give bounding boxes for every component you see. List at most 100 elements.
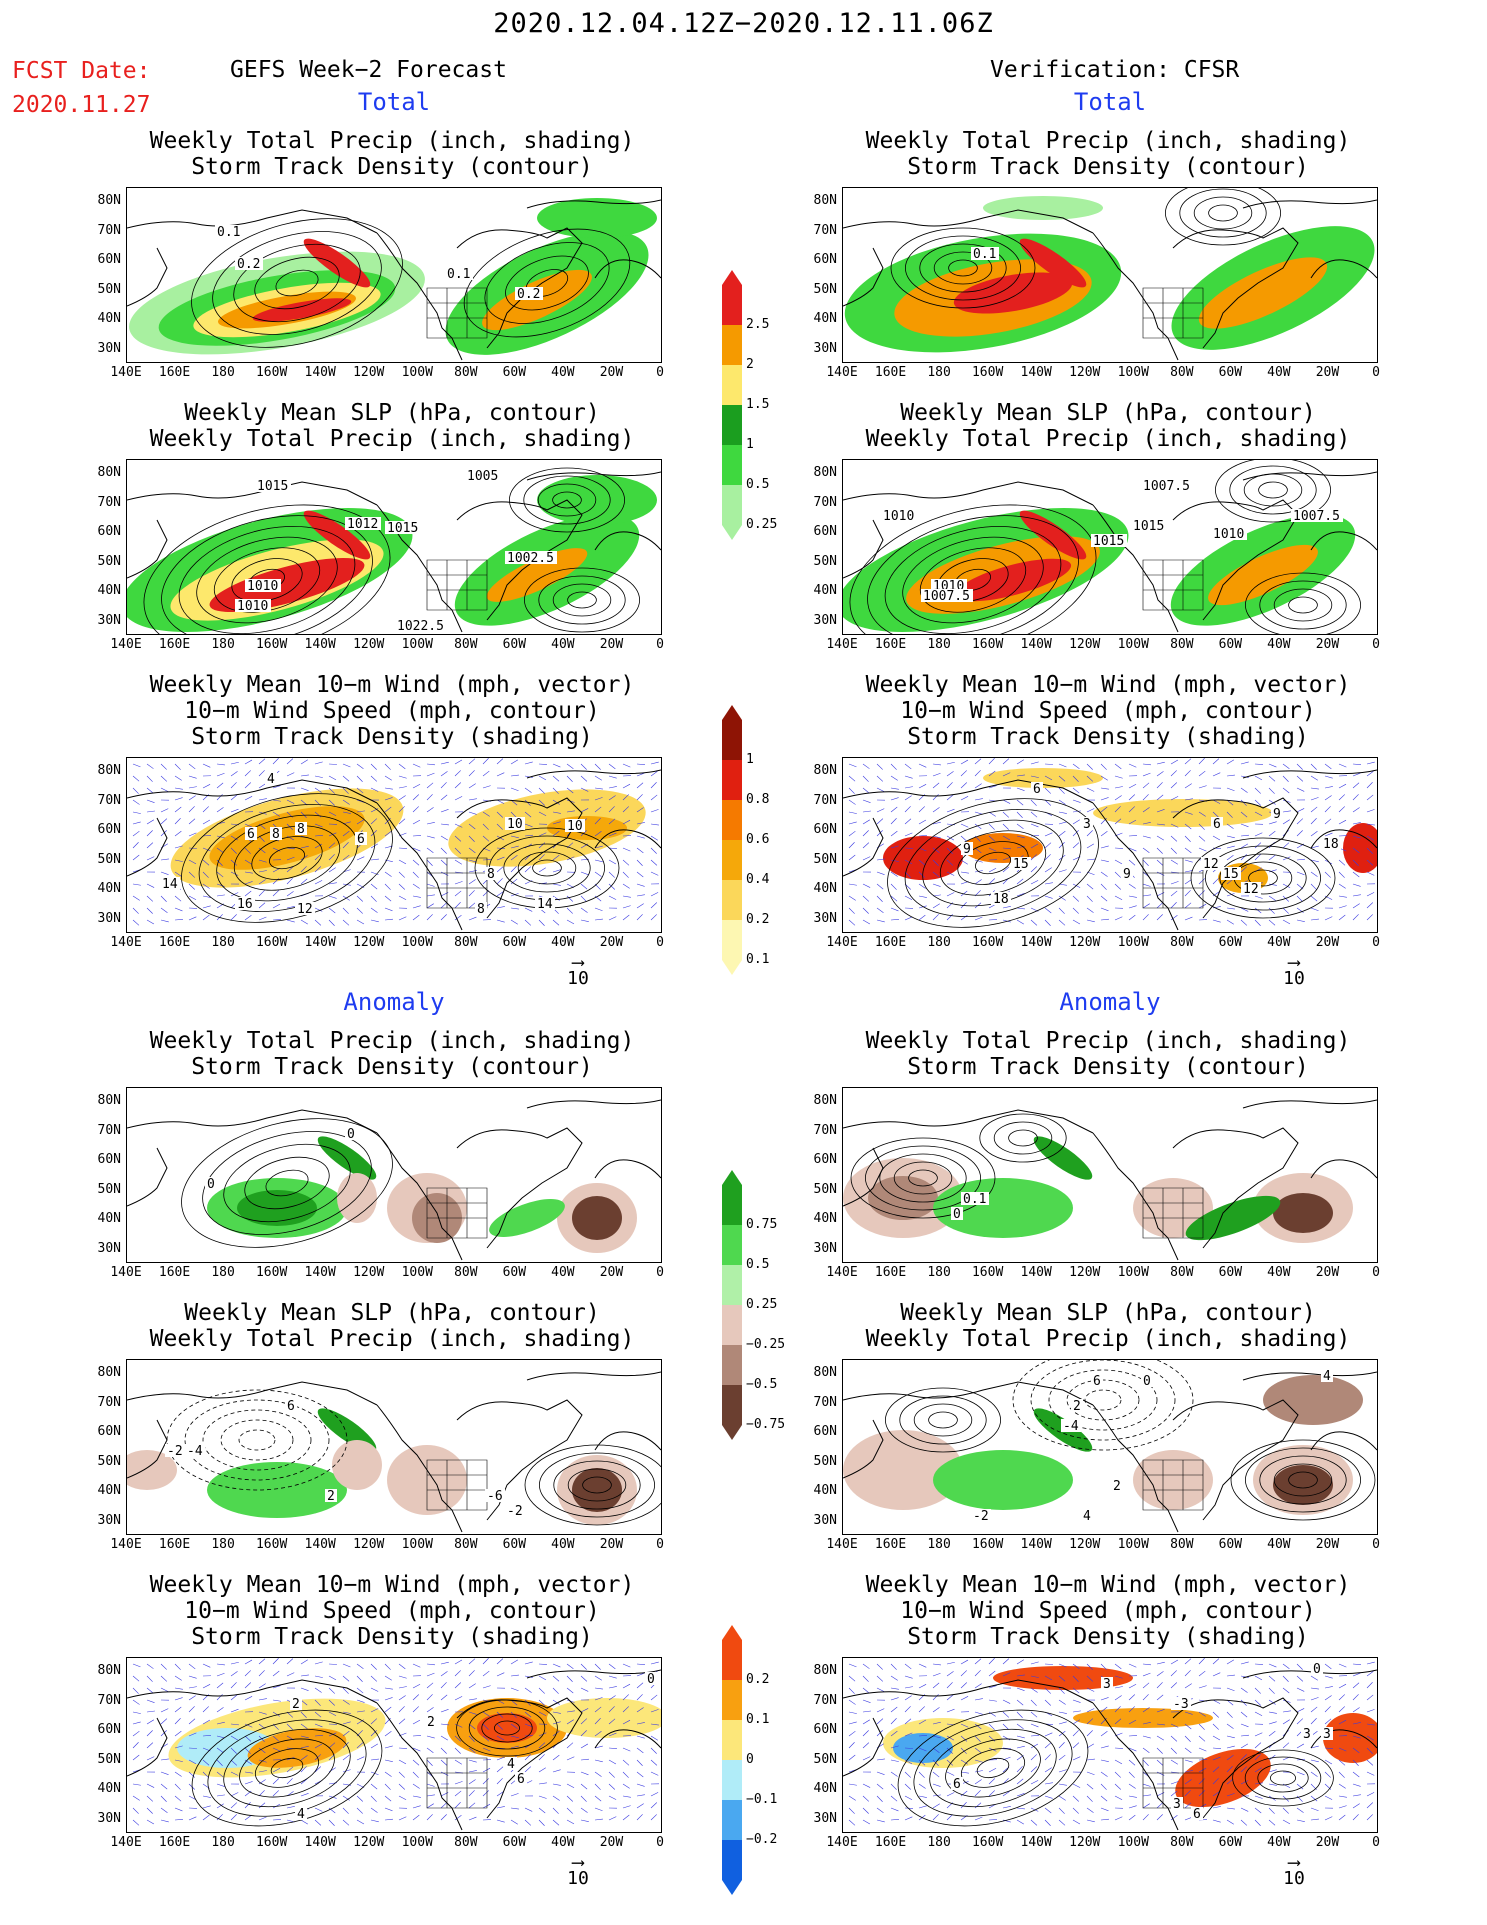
contour-label: 2: [292, 1697, 300, 1712]
lon-tick: 140E: [826, 1265, 858, 1280]
lon-tick: 180: [211, 1835, 235, 1850]
lat-tick: 60N: [97, 822, 121, 837]
lon-tick: 140E: [110, 1835, 142, 1850]
contour-label: 0: [1313, 1662, 1321, 1677]
colorbar-label: −0.75: [746, 1417, 786, 1432]
lat-tick: 70N: [813, 1122, 837, 1138]
lat-tick: 80N: [97, 193, 121, 208]
lat-tick: 70N: [97, 1122, 121, 1138]
panel-title-r6l: Weekly Mean 10−m Wind (mph, vector) 10−m…: [149, 1572, 635, 1650]
lon-tick: 100W: [401, 365, 433, 380]
lon-tick: 140E: [826, 365, 858, 380]
lon-tick: 80W: [1170, 365, 1194, 380]
lon-tick: 180: [211, 935, 235, 950]
fcst-date-value: 2020.11.27: [12, 92, 151, 118]
contour-label: 0.1: [447, 267, 470, 282]
contour-label: 0.1: [963, 1192, 986, 1207]
lon-tick: 0: [656, 637, 664, 652]
colorbar-label: 2: [746, 357, 754, 372]
contour-label: -2: [507, 1504, 523, 1519]
contour-label: 1007.5: [1293, 509, 1340, 524]
lon-tick: 40W: [1267, 1265, 1291, 1280]
lon-tick: 20W: [599, 1835, 624, 1850]
lon-tick: 100W: [1117, 935, 1149, 950]
lon-tick: 140W: [1020, 1537, 1052, 1552]
lat-tick: 50N: [813, 1181, 837, 1197]
panel-title-r3r: Weekly Mean 10−m Wind (mph, vector) 10−m…: [865, 672, 1351, 750]
lon-tick: 60W: [1218, 1537, 1243, 1552]
lon-tick: 180: [927, 1265, 951, 1280]
lon-tick: 160E: [874, 637, 907, 652]
colorbar-anomaly-track: 0.2 0.1 0 −0.1 −0.2: [722, 1625, 782, 1899]
map-slp-precip-forecast: 1015 1010 1005 1012 1015 1002.5 1010 1022.5: [126, 459, 662, 635]
lon-tick: 120W: [1069, 1537, 1101, 1552]
lon-tick: 20W: [1315, 1265, 1340, 1280]
map-slp-precip-verification: 1010 1007.5 1010 1015 1010 1007.5 1007.5 1015: [842, 459, 1378, 635]
panel-title-r4l: Weekly Total Precip (inch, shading) Stor…: [149, 1028, 635, 1080]
lon-tick: 60W: [502, 1265, 527, 1280]
lon-tick: 140W: [1020, 935, 1052, 950]
lat-tick: 30N: [813, 612, 837, 628]
map-precip-track-anomaly-verification: 0.1 0: [842, 1087, 1378, 1263]
lat-tick: 50N: [97, 1453, 121, 1469]
lon-tick: 100W: [401, 1537, 433, 1552]
contour-label: 0: [207, 1177, 215, 1192]
panel-title-r4r: Weekly Total Precip (inch, shading) Stor…: [865, 1028, 1351, 1080]
colorbar-label: −0.5: [746, 1377, 778, 1392]
lon-tick: 140E: [826, 637, 858, 652]
contour-label: 6: [1033, 782, 1041, 797]
contour-label: 15: [1013, 857, 1029, 872]
lon-tick: 0: [1372, 1265, 1380, 1280]
lon-tick: 60W: [502, 637, 527, 652]
lon-tick: 140W: [304, 637, 336, 652]
lon-tick: 160E: [158, 935, 191, 950]
lon-tick: 140W: [304, 1835, 336, 1850]
lon-tick: 40W: [551, 637, 575, 652]
lon-tick: 0: [1372, 935, 1380, 950]
contour-label: 0: [347, 1127, 355, 1142]
lon-tick: 0: [656, 365, 664, 380]
lat-tick: 50N: [97, 1751, 121, 1767]
lon-tick: 160E: [874, 1265, 907, 1280]
lon-tick: 100W: [1117, 1265, 1149, 1280]
contour-label: 12: [1203, 857, 1219, 872]
contour-label: 1010: [247, 579, 278, 594]
lat-tick: 60N: [813, 822, 837, 837]
lat-tick: 70N: [97, 1692, 121, 1708]
contour-label: 1005: [467, 469, 498, 484]
contour-label: 1007.5: [923, 589, 970, 604]
lon-tick: 180: [927, 365, 951, 380]
lon-tick: 40W: [1267, 1835, 1291, 1850]
lon-tick: 160E: [158, 1265, 191, 1280]
contour-label: 3: [1323, 1727, 1331, 1742]
section-total-right: Total: [1073, 88, 1147, 116]
lon-tick: 40W: [551, 935, 575, 950]
lon-tick: 40W: [551, 365, 575, 380]
contour-label: 6: [247, 827, 255, 842]
lon-tick: 100W: [1117, 637, 1149, 652]
contour-label: 1015: [387, 521, 418, 536]
lat-tick: 50N: [813, 553, 837, 569]
lon-tick: 80W: [1170, 1265, 1194, 1280]
lon-tick: 160W: [971, 637, 1004, 652]
lon-tick: 180: [211, 365, 235, 380]
lon-tick: 40W: [1267, 935, 1291, 950]
lat-tick: 50N: [813, 851, 837, 867]
contour-label: 12: [297, 902, 313, 917]
lon-tick: 40W: [1267, 637, 1291, 652]
contour-label: 0.2: [237, 257, 260, 272]
lat-tick: 80N: [813, 1365, 837, 1380]
contour-label: 4: [1323, 1369, 1331, 1384]
contour-label: 10: [567, 819, 583, 834]
map-wind-track-forecast: 4 6 8 8 10 10 14 16 12 8 8 14 6: [126, 757, 662, 933]
lon-tick: 120W: [1069, 1835, 1101, 1850]
lat-tick: 70N: [97, 222, 121, 238]
lon-tick: 40W: [1267, 1537, 1291, 1552]
lon-tick: 60W: [502, 1537, 527, 1552]
contour-label: 1010: [883, 509, 914, 524]
lat-tick: 40N: [813, 311, 837, 326]
lon-tick: 140W: [304, 1537, 336, 1552]
lon-tick: 180: [211, 1537, 235, 1552]
lon-tick: 0: [1372, 637, 1380, 652]
contour-label: -3: [1173, 1697, 1189, 1712]
